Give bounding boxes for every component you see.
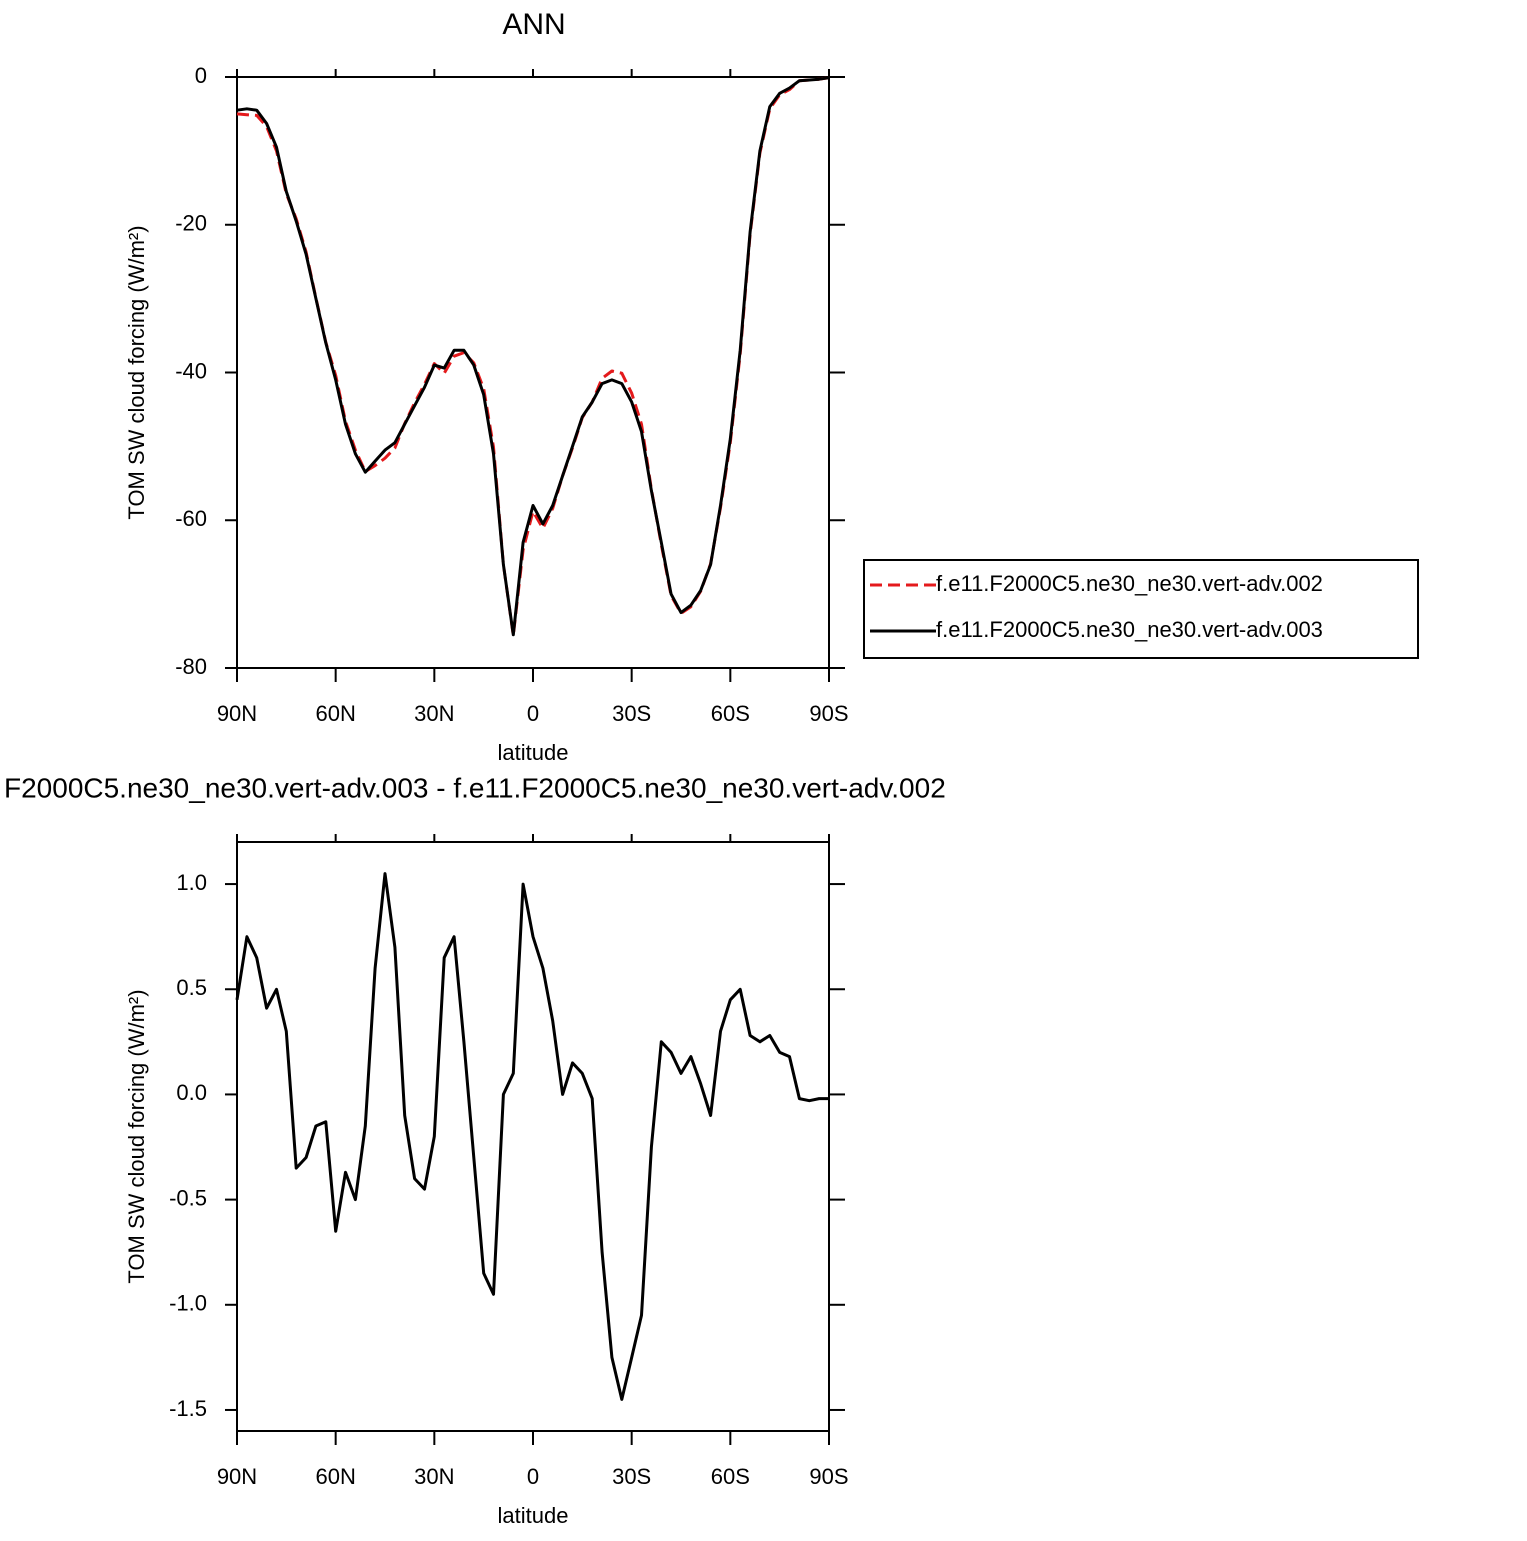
y-axis-label: TOM SW cloud forcing (W/m²) (124, 225, 149, 519)
plot-frame (236, 76, 830, 669)
x-tick-label: 90N (217, 1464, 257, 1489)
y-tick-label: -80 (175, 654, 207, 679)
x-tick-label: 30S (612, 1464, 651, 1489)
x-axis-label: latitude (498, 740, 569, 765)
data-line (235, 872, 829, 1401)
x-tick-label: 0 (527, 701, 539, 726)
y-tick-label: -1.5 (169, 1396, 207, 1421)
legend-label: f.e11.F2000C5.ne30_ne30.vert-adv.003 (936, 617, 1323, 642)
y-tick-label: 0 (195, 63, 207, 88)
plot-frame (236, 841, 830, 1432)
x-tick-label: 30N (414, 1464, 454, 1489)
chart-title: ANN (502, 8, 565, 41)
x-tick-label: 60N (315, 701, 355, 726)
legend-box (863, 559, 1419, 659)
y-tick-label: -60 (175, 506, 207, 531)
x-tick-label: 60S (711, 1464, 750, 1489)
x-tick-label: 90S (809, 701, 848, 726)
y-tick-label: -1.0 (169, 1291, 207, 1316)
y-tick-label: 1.0 (176, 870, 207, 895)
y-tick-label: -40 (175, 358, 207, 383)
y-tick-label: 0.5 (176, 975, 207, 1000)
x-tick-label: 90N (217, 701, 257, 726)
data-line (236, 76, 830, 637)
legend-label: f.e11.F2000C5.ne30_ne30.vert-adv.002 (936, 571, 1323, 596)
x-tick-label: 30N (414, 701, 454, 726)
x-tick-label: 60N (315, 1464, 355, 1489)
x-tick-label: 30S (612, 701, 651, 726)
y-tick-label: -0.5 (169, 1185, 207, 1210)
x-tick-label: 0 (527, 1464, 539, 1489)
y-tick-label: 0.0 (176, 1080, 207, 1105)
x-tick-label: 60S (711, 701, 750, 726)
y-axis-label: TOM SW cloud forcing (W/m²) (124, 989, 149, 1283)
y-tick-label: -20 (175, 211, 207, 236)
chart-title: F2000C5.ne30_ne30.vert-adv.003 - f.e11.F… (4, 772, 946, 803)
x-axis-label: latitude (498, 1503, 569, 1528)
x-tick-label: 90S (809, 1464, 848, 1489)
